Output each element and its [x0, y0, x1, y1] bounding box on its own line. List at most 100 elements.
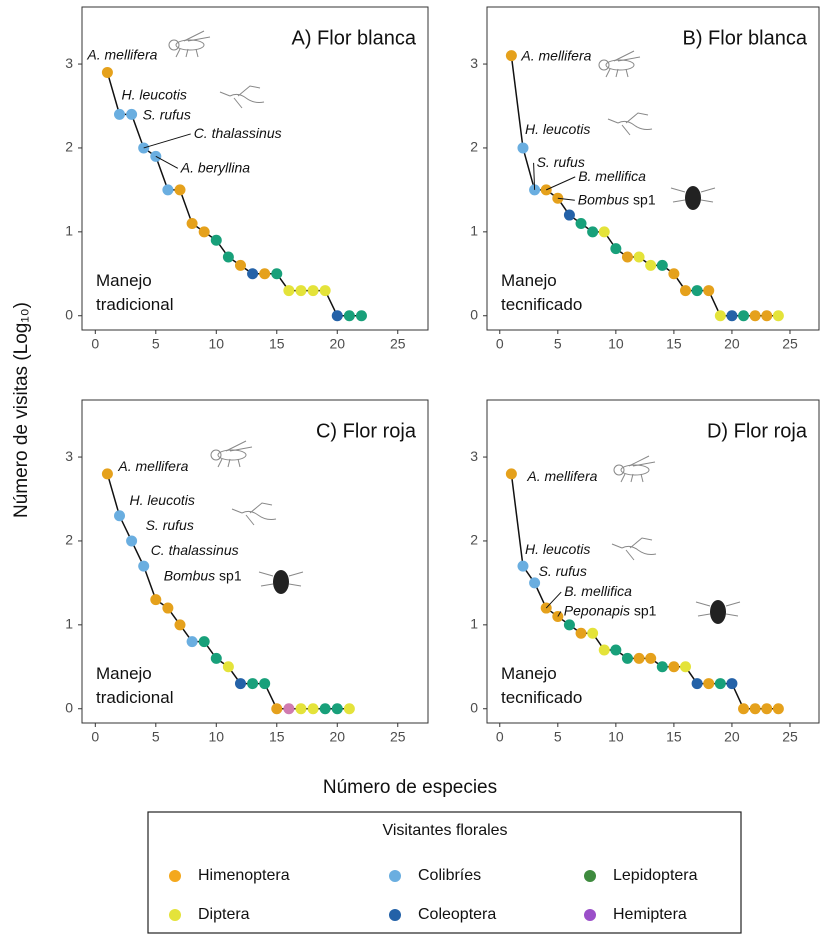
data-point — [222, 251, 234, 263]
data-point — [283, 285, 295, 297]
data-point — [726, 310, 738, 322]
data-point — [114, 108, 126, 120]
data-point — [319, 285, 331, 297]
data-point — [307, 703, 319, 715]
panel-title: D) Flor roja — [707, 420, 808, 442]
x-tick-label: 25 — [782, 336, 798, 352]
data-point — [295, 703, 307, 715]
data-point — [295, 285, 307, 297]
x-tick-label: 25 — [782, 729, 798, 745]
x-tick-label: 25 — [390, 729, 406, 745]
panel: 0 1 2 3 0 5 10 15 20 25 A. mellifera H. leucotis S. … — [65, 399, 429, 745]
panel-note: Manejo tecnificado — [501, 664, 582, 707]
y-tick-label: 1 — [470, 223, 478, 239]
data-point — [645, 259, 657, 271]
x-tick-label: 0 — [91, 336, 99, 352]
connecting-line — [106, 72, 362, 317]
x-tick-label: 20 — [724, 729, 740, 745]
x-tick-label: 10 — [208, 729, 224, 745]
panel: 0 1 2 3 0 5 10 15 20 25 A. mellifera H. leucotis S. … — [470, 399, 820, 745]
data-point — [247, 268, 259, 280]
legend-marker — [169, 870, 181, 882]
species-label: A. mellifera — [520, 47, 591, 63]
data-point — [575, 627, 587, 639]
data-point — [772, 310, 784, 322]
species-label: S. rufus — [146, 517, 194, 533]
data-point — [645, 652, 657, 664]
y-tick-label: 0 — [65, 699, 73, 715]
data-point — [610, 644, 622, 656]
data-point — [283, 703, 295, 715]
panel-title: C) Flor roja — [316, 420, 417, 442]
data-point — [126, 108, 138, 120]
y-tick-label: 2 — [65, 139, 73, 155]
leader-line — [143, 133, 191, 149]
x-tick-label: 20 — [329, 336, 345, 352]
data-point — [703, 678, 715, 690]
data-point — [517, 142, 529, 154]
data-point — [668, 268, 680, 280]
legend-label: Hemiptera — [613, 906, 687, 923]
data-point — [680, 661, 692, 673]
data-point — [668, 661, 680, 673]
x-tick-label: 15 — [666, 729, 682, 745]
y-tick-label: 1 — [65, 616, 73, 632]
legend-label: Coleoptera — [418, 906, 496, 923]
data-point — [186, 636, 198, 648]
legend-label: Himenoptera — [198, 867, 290, 884]
data-point — [761, 310, 773, 322]
panel-border — [81, 6, 429, 331]
leader-line — [545, 176, 576, 191]
data-point — [656, 661, 668, 673]
panel-note: Manejo tecnificado — [501, 271, 582, 314]
legend-marker — [169, 909, 181, 921]
data-point — [587, 226, 599, 238]
data-point — [343, 703, 355, 715]
y-tick-label: 1 — [65, 223, 73, 239]
data-point — [162, 602, 174, 614]
data-point — [587, 627, 599, 639]
x-tick-label: 10 — [208, 336, 224, 352]
data-point — [772, 703, 784, 715]
panel-note: Manejo tradicional — [96, 271, 174, 314]
data-point — [126, 535, 138, 547]
data-point — [247, 678, 259, 690]
x-tick-label: 20 — [724, 336, 740, 352]
panel-border — [486, 399, 820, 724]
x-tick-label: 5 — [152, 336, 160, 352]
data-point — [259, 678, 271, 690]
data-point — [343, 310, 355, 322]
icon-hummingbird — [611, 537, 657, 561]
y-tick-label: 3 — [470, 55, 478, 71]
panel-title: B) Flor blanca — [683, 27, 808, 49]
icon-bee — [210, 440, 253, 468]
species-label: H. leucotis — [122, 86, 187, 102]
legend-marker — [389, 870, 401, 882]
species-label: C. thalassinus — [151, 542, 239, 558]
data-point — [150, 594, 162, 606]
legend-marker — [584, 870, 596, 882]
y-tick-label: 0 — [470, 699, 478, 715]
species-label: A. mellifera — [117, 458, 188, 474]
x-tick-label: 10 — [608, 336, 624, 352]
x-tick-label: 25 — [390, 336, 406, 352]
data-point — [234, 259, 246, 271]
icon-hummingbird — [219, 85, 265, 109]
species-label: A. beryllina — [180, 159, 250, 175]
y-tick-label: 0 — [65, 306, 73, 322]
data-point — [598, 644, 610, 656]
species-label: S. rufus — [537, 154, 585, 170]
y-tick-label: 3 — [470, 448, 478, 464]
data-point — [331, 310, 343, 322]
data-point — [505, 468, 517, 480]
data-point — [234, 678, 246, 690]
panel: 0 1 2 3 0 5 10 15 20 25 A. mellifera H. leucotis S. … — [65, 6, 429, 352]
data-point — [714, 310, 726, 322]
legend-label: Diptera — [198, 906, 250, 923]
species-label: B. mellifica — [564, 583, 632, 599]
x-tick-label: 20 — [329, 729, 345, 745]
icon-bumblebee — [258, 570, 304, 594]
species-label: S. rufus — [539, 563, 587, 579]
panel-border — [81, 399, 429, 724]
icon-bee — [598, 50, 641, 78]
